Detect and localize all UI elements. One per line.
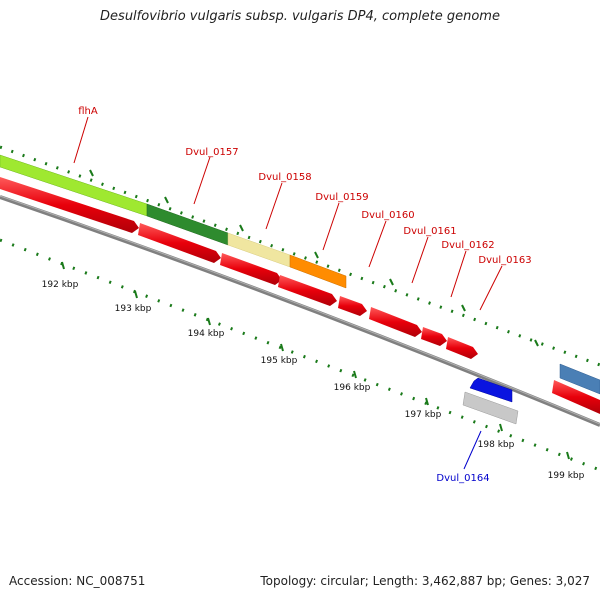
gene-label-Dvul_0159[interactable]: Dvul_0159 (315, 192, 368, 203)
tick-label-195kbp: 195 kbp (261, 356, 298, 366)
gene-arrow[interactable] (552, 380, 600, 414)
gene-arrow-blue[interactable] (469, 377, 513, 403)
band-steel-blue[interactable] (559, 363, 600, 395)
band-light-gray[interactable] (462, 391, 519, 425)
gene-labels: flhA Dvul_0157 Dvul_0158 Dvul_0159 Dvul_… (78, 106, 531, 484)
tick-label-196kbp: 196 kbp (334, 383, 371, 393)
outer-major-ticks (89, 169, 539, 347)
gene-label-Dvul_0163[interactable]: Dvul_0163 (478, 255, 531, 266)
tick-label-193kbp: 193 kbp (115, 304, 152, 314)
gene-arrow[interactable] (338, 296, 367, 316)
gene-label-Dvul_0164[interactable]: Dvul_0164 (436, 473, 489, 484)
tick-label-198kbp: 198 kbp (478, 440, 515, 450)
tick-label-199kbp: 199 kbp (548, 471, 585, 481)
tick-label-192kbp: 192 kbp (42, 280, 79, 290)
map-title: Desulfovibrio vulgaris subsp. vulgaris D… (100, 9, 500, 24)
dotted-tick-line-inner (0, 238, 600, 472)
topology-summary: Topology: circular; Length: 3,462,887 bp… (260, 574, 590, 588)
gene-label-flhA[interactable]: flhA (78, 106, 98, 117)
gene-arrow[interactable] (138, 223, 221, 263)
gene-label-Dvul_0158[interactable]: Dvul_0158 (258, 172, 311, 183)
band-orange[interactable] (289, 254, 347, 289)
genome-backbone (0, 195, 600, 427)
tick-label-194kbp: 194 kbp (188, 329, 225, 339)
gene-label-leaders (73, 116, 503, 470)
gene-arrow[interactable] (220, 253, 282, 285)
gene-arrow[interactable] (421, 327, 447, 346)
feature-band-track (0, 154, 600, 395)
accession-label: Accession: NC_008751 (9, 574, 146, 588)
gene-track-red (0, 177, 600, 414)
tick-labels: 192 kbp 193 kbp 194 kbp 195 kbp 196 kbp … (42, 280, 585, 481)
gene-arrow[interactable] (446, 337, 478, 359)
tick-label-197kbp: 197 kbp (405, 410, 442, 420)
gene-label-Dvul_0161[interactable]: Dvul_0161 (403, 226, 456, 237)
inner-major-ticks (61, 261, 570, 460)
gene-arrow[interactable] (369, 307, 422, 337)
reverse-strand-genes (462, 377, 519, 425)
gene-label-Dvul_0162[interactable]: Dvul_0162 (441, 240, 494, 251)
gene-arrow[interactable] (0, 177, 139, 233)
gene-label-Dvul_0157[interactable]: Dvul_0157 (185, 147, 238, 158)
gene-arrow[interactable] (278, 275, 337, 306)
gene-label-Dvul_0160[interactable]: Dvul_0160 (361, 210, 414, 221)
